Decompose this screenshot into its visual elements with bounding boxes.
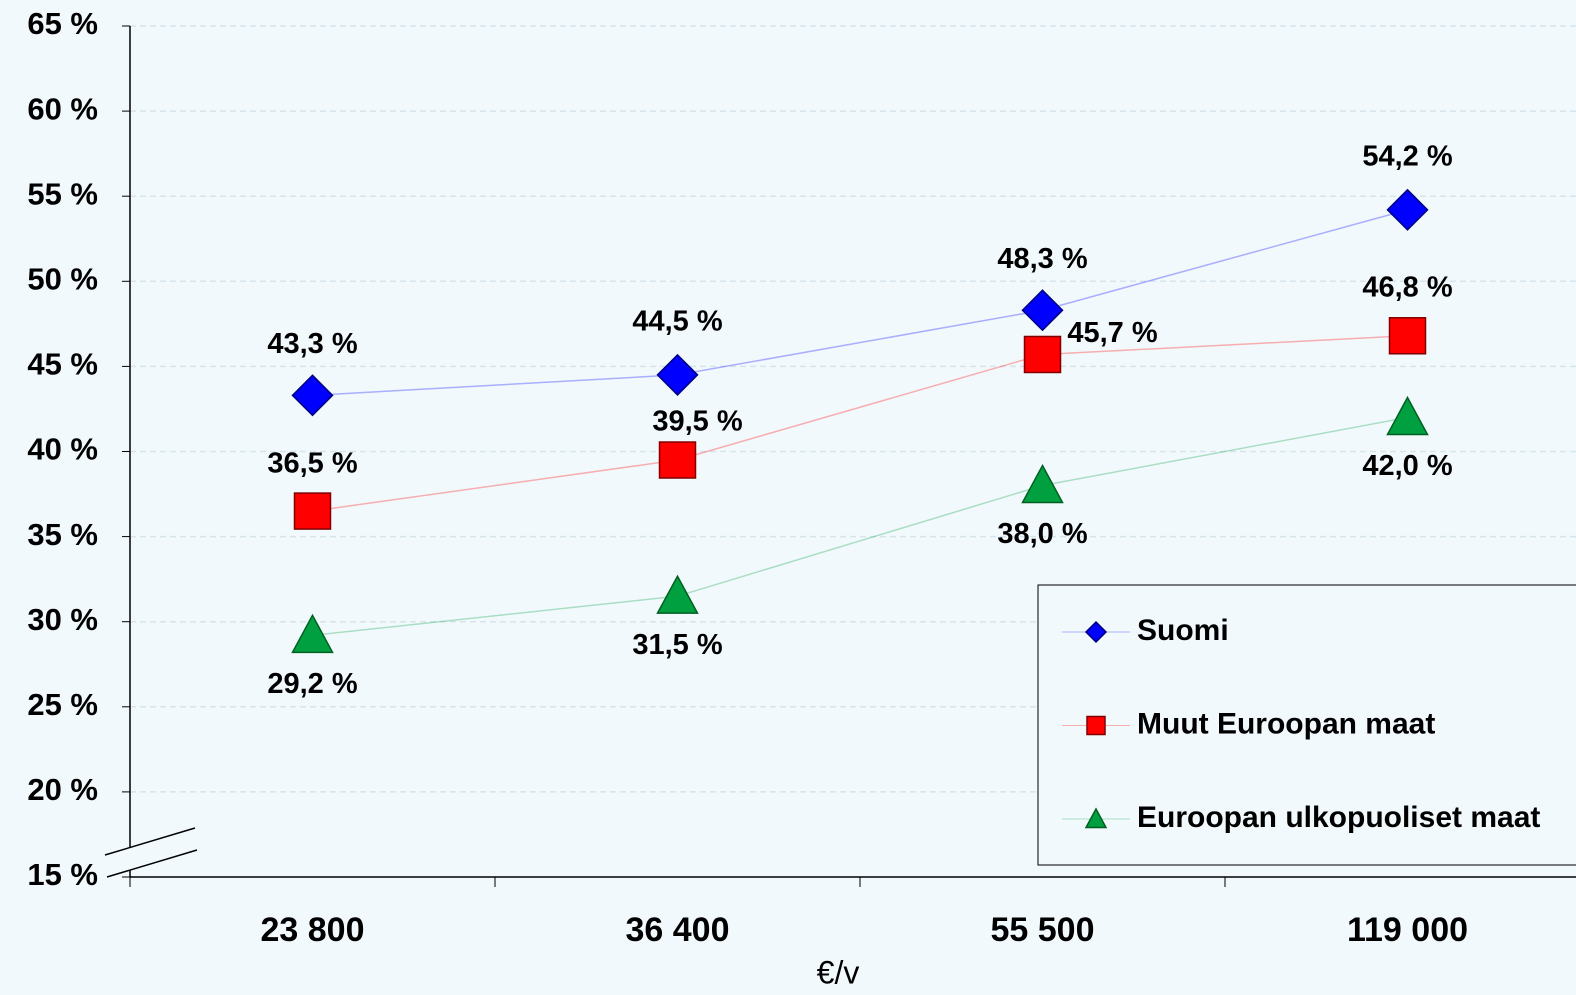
data-label: 39,5 %	[652, 406, 742, 438]
marker	[293, 492, 332, 530]
axis-break	[106, 849, 198, 878]
legend-label: Suomi	[1137, 614, 1229, 647]
data-label: 45,7 %	[1067, 317, 1157, 349]
y-tick-label: 65 %	[27, 6, 98, 41]
data-label: 31,5 %	[632, 629, 722, 661]
marker	[1086, 715, 1106, 736]
x-tick-label: 36 400	[626, 911, 730, 949]
data-label: 54,2 %	[1362, 140, 1452, 172]
data-label: 43,3 %	[267, 328, 357, 360]
marker	[1084, 620, 1108, 644]
data-label: 36,5 %	[267, 448, 357, 480]
marker	[1386, 188, 1429, 231]
y-tick-label: 15 %	[27, 857, 98, 892]
series-line	[312, 209, 1408, 397]
marker	[1388, 317, 1427, 355]
axis-break	[104, 827, 196, 856]
data-label: 44,5 %	[632, 306, 722, 338]
y-tick-label: 45 %	[27, 347, 98, 382]
y-tick-label: 35 %	[27, 517, 98, 552]
series-line	[312, 335, 1408, 512]
axis-break	[105, 828, 197, 877]
legend-box	[1037, 584, 1576, 866]
data-label: 38,0 %	[997, 518, 1087, 550]
y-tick-label: 40 %	[27, 432, 98, 467]
y-tick-label: 55 %	[27, 176, 98, 211]
data-label: 48,3 %	[997, 243, 1087, 275]
marker	[656, 353, 699, 396]
marker	[656, 574, 699, 614]
marker	[1084, 807, 1108, 829]
series-line	[312, 416, 1408, 637]
x-tick-label: 119 000	[1347, 911, 1468, 949]
x-axis-label: €/v	[817, 954, 860, 990]
marker	[1386, 395, 1429, 436]
marker	[291, 613, 334, 654]
y-tick-label: 25 %	[27, 687, 98, 722]
legend-label: Muut Euroopan maat	[1137, 707, 1435, 740]
legend-label: Euroopan ulkopuoliset maat	[1137, 801, 1540, 834]
marker	[291, 374, 334, 417]
data-label: 29,2 %	[267, 668, 357, 700]
marker	[1023, 335, 1062, 374]
marker	[658, 441, 697, 479]
y-tick-label: 50 %	[27, 261, 98, 296]
data-label: 46,8 %	[1362, 271, 1452, 303]
y-tick-label: 30 %	[27, 602, 98, 637]
y-tick-label: 60 %	[27, 91, 98, 126]
x-tick-label: 55 500	[991, 911, 1095, 949]
marker	[1021, 289, 1064, 332]
x-tick-label: 23 800	[261, 911, 365, 949]
data-label: 42,0 %	[1362, 450, 1452, 482]
y-tick-label: 20 %	[27, 772, 98, 807]
marker	[1021, 463, 1064, 504]
